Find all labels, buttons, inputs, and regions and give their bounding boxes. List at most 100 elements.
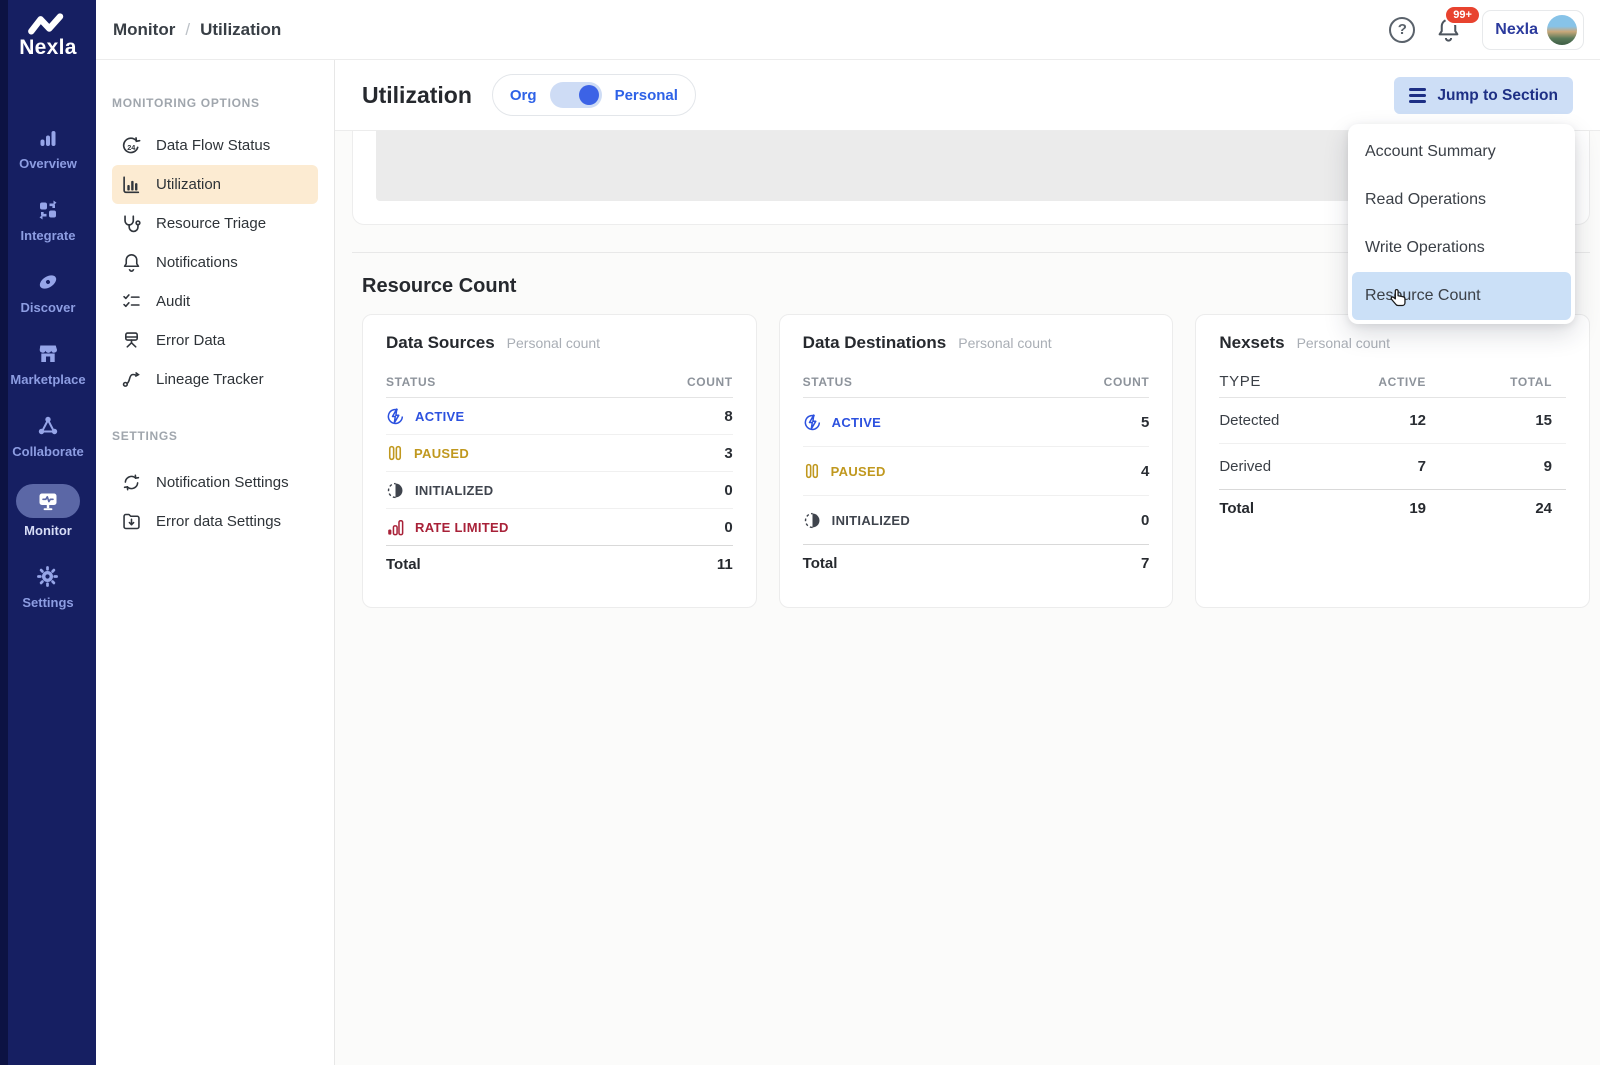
nav-item-label: Utilization bbox=[156, 176, 222, 193]
count-column-header: COUNT bbox=[1103, 374, 1150, 389]
status-count: 0 bbox=[1141, 511, 1150, 529]
table-row: Detected 12 15 bbox=[1219, 398, 1567, 444]
count-column-header: COUNT bbox=[687, 374, 733, 389]
initialized-half-circle-icon bbox=[803, 511, 822, 530]
table-row: INITIALIZED 0 bbox=[386, 472, 733, 509]
sidebar-item-integrate[interactable]: Integrate bbox=[20, 196, 76, 243]
nexset-total-count: 15 bbox=[1535, 412, 1553, 429]
nav-item-label: Notifications bbox=[156, 254, 238, 271]
total-row: Total 7 bbox=[803, 545, 1150, 581]
content-shell: MONITORING OPTIONS 24 Data Flow Status U… bbox=[96, 60, 1600, 1065]
table-row: ACTIVE 5 bbox=[802, 398, 1150, 447]
total-label: Total bbox=[802, 554, 838, 572]
nav-item-label: Notification Settings bbox=[156, 474, 289, 491]
settings-header: SETTINGS bbox=[112, 429, 178, 443]
status-label: ACTIVE bbox=[831, 414, 882, 430]
breadcrumb: Monitor / Utilization bbox=[113, 20, 281, 40]
nav-item-audit[interactable]: Audit bbox=[112, 282, 318, 321]
table-header: STATUS COUNT bbox=[802, 366, 1150, 398]
jump-to-section-button[interactable]: Jump to Section bbox=[1394, 77, 1573, 114]
utilization-page: Utilization Org Personal Jump to Section bbox=[335, 60, 1600, 1065]
monitor-icon bbox=[16, 484, 80, 518]
monitoring-options-list: 24 Data Flow Status Utilization bbox=[112, 126, 318, 399]
sidebar-item-collaborate[interactable]: Collaborate bbox=[12, 412, 84, 459]
nav-item-data-flow-status[interactable]: 24 Data Flow Status bbox=[112, 126, 318, 165]
paused-icon bbox=[386, 444, 404, 462]
nav-item-error-data-settings[interactable]: Error data Settings bbox=[112, 502, 318, 541]
sidebar-item-overview[interactable]: Overview bbox=[19, 124, 77, 171]
toggle-knob bbox=[578, 85, 599, 105]
discover-icon bbox=[36, 268, 60, 295]
table-row: Derived 7 9 bbox=[1219, 444, 1567, 490]
status-label: ACTIVE bbox=[415, 408, 465, 424]
active-bolt-icon bbox=[803, 413, 822, 432]
total-active-count: 19 bbox=[1409, 499, 1427, 517]
breadcrumb-parent[interactable]: Monitor bbox=[113, 19, 176, 39]
card-subtitle: Personal count bbox=[958, 335, 1052, 351]
main-column: Monitor / Utilization ? 99+ Nexla bbox=[96, 0, 1600, 1065]
total-column-header: TOTAL bbox=[1510, 374, 1553, 389]
table-header: STATUS COUNT bbox=[386, 366, 733, 398]
status-count: 3 bbox=[724, 444, 733, 462]
dropdown-item-resource-count[interactable]: Resource Count bbox=[1352, 272, 1571, 320]
integrate-icon bbox=[36, 196, 60, 223]
section-divider bbox=[352, 252, 1590, 253]
status-count: 0 bbox=[724, 518, 733, 536]
toggle-org-label[interactable]: Org bbox=[509, 86, 537, 104]
settings-gear-icon bbox=[35, 563, 60, 590]
nav-item-label: Error Data bbox=[156, 332, 226, 349]
card-title: Data Destinations bbox=[802, 333, 947, 352]
nav-item-notifications[interactable]: Notifications bbox=[112, 243, 318, 282]
status-column-header: STATUS bbox=[802, 374, 853, 389]
dropdown-item-write-operations[interactable]: Write Operations bbox=[1365, 239, 1485, 256]
sidebar-item-label: Overview bbox=[19, 156, 77, 171]
status-label: INITIALIZED bbox=[415, 482, 494, 498]
sidebar-item-settings[interactable]: Settings bbox=[22, 563, 74, 610]
sidebar-item-label: Collaborate bbox=[12, 444, 84, 459]
nav-item-lineage-tracker[interactable]: Lineage Tracker bbox=[112, 360, 318, 399]
paused-icon bbox=[803, 462, 821, 480]
nav-item-label: Error data Settings bbox=[156, 513, 282, 530]
nav-item-error-data[interactable]: Error Data bbox=[112, 321, 318, 360]
toggle-switch[interactable] bbox=[549, 82, 602, 108]
sidebar-item-label: Integrate bbox=[20, 228, 76, 243]
dropdown-item-account-summary[interactable]: Account Summary bbox=[1365, 143, 1496, 160]
notifications-bell[interactable]: 99+ bbox=[1435, 5, 1481, 43]
initialized-half-circle-icon bbox=[386, 481, 405, 500]
nexsets-card: Nexsets Personal count TYPE ACTIVE TOTAL… bbox=[1195, 314, 1591, 608]
status-column-header: STATUS bbox=[386, 374, 436, 389]
resource-count-cards: Data Sources Personal count STATUS COUNT… bbox=[362, 314, 1591, 608]
nav-item-resource-triage[interactable]: Resource Triage bbox=[112, 204, 318, 243]
jump-to-section-dropdown: Account Summary Read Operations Write Op… bbox=[1348, 124, 1575, 324]
marketplace-icon bbox=[36, 340, 60, 367]
account-menu[interactable]: Nexla bbox=[1482, 9, 1584, 50]
nav-item-utilization[interactable]: Utilization bbox=[112, 165, 318, 204]
nav-item-notification-settings[interactable]: Notification Settings bbox=[112, 463, 318, 502]
table-row: PAUSED 3 bbox=[386, 435, 733, 472]
avatar bbox=[1547, 14, 1577, 45]
dropdown-item-read-operations[interactable]: Read Operations bbox=[1365, 191, 1486, 208]
sidebar-item-label: Marketplace bbox=[10, 372, 86, 387]
jump-button-label: Jump to Section bbox=[1437, 86, 1558, 104]
top-bar-actions: ? 99+ Nexla bbox=[1389, 5, 1584, 50]
account-name: Nexla bbox=[1495, 20, 1538, 38]
help-icon[interactable]: ? bbox=[1389, 16, 1416, 43]
sidebar-item-marketplace[interactable]: Marketplace bbox=[10, 340, 86, 387]
nexla-logo[interactable]: Nexla bbox=[0, 0, 96, 60]
card-title: Nexsets bbox=[1219, 333, 1285, 352]
nexset-type: Derived bbox=[1219, 458, 1272, 475]
sidebar-item-monitor[interactable]: Monitor bbox=[16, 484, 80, 538]
sidebar-item-discover[interactable]: Discover bbox=[21, 268, 75, 315]
status-label: PAUSED bbox=[830, 463, 886, 479]
toggle-personal-label[interactable]: Personal bbox=[614, 86, 678, 104]
nexla-logo-icon bbox=[25, 10, 71, 36]
status-label: PAUSED bbox=[414, 445, 470, 461]
nav-item-label: Data Flow Status bbox=[156, 137, 271, 154]
org-personal-toggle[interactable]: Org Personal bbox=[491, 74, 696, 116]
page-title: Utilization bbox=[362, 81, 472, 108]
settings-list: Notification Settings Error data Setting… bbox=[112, 463, 318, 541]
nav-item-label: Resource Triage bbox=[156, 215, 267, 232]
type-column-header: TYPE bbox=[1219, 373, 1261, 390]
lineage-tracker-icon bbox=[120, 369, 142, 391]
